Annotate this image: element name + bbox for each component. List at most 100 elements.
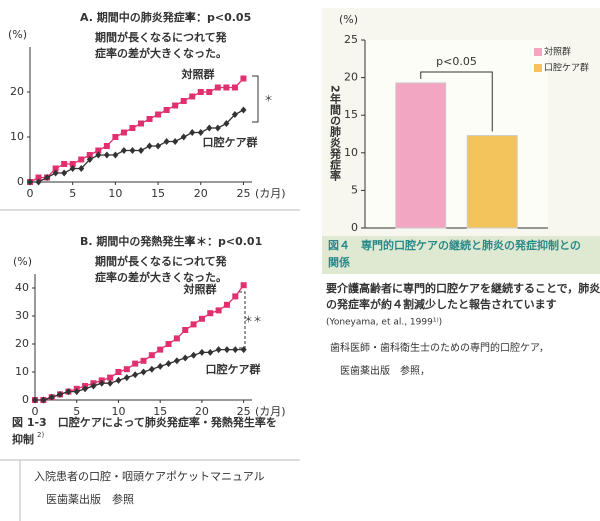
legend-swatch	[534, 64, 542, 72]
marker	[206, 89, 213, 95]
marker	[115, 369, 122, 375]
marker	[215, 346, 222, 354]
marker	[95, 151, 102, 159]
bar	[466, 135, 518, 229]
marker	[214, 84, 221, 91]
marker	[52, 169, 59, 177]
marker	[82, 385, 89, 393]
x-tick-label: 10	[111, 405, 125, 418]
marker	[35, 174, 42, 181]
marker	[198, 348, 205, 356]
figure-ref: 2)	[37, 431, 44, 439]
y-tick-label: 10	[344, 146, 358, 159]
y-unit: (%)	[13, 255, 32, 268]
chart-title: A. 期間中の肺炎発症率	[80, 10, 196, 24]
marker	[215, 307, 222, 314]
annotation: 症率の差が大きくなった。	[95, 270, 227, 284]
y-tick-label: 20	[10, 85, 24, 98]
marker	[120, 147, 127, 154]
marker	[189, 93, 196, 100]
legend-swatch	[534, 48, 542, 56]
marker	[223, 346, 230, 354]
y-tick-label: 25	[344, 33, 358, 46]
bracket	[420, 71, 493, 132]
marker	[129, 147, 136, 154]
series-label: 口腔ケア群	[203, 135, 258, 149]
marker	[180, 133, 187, 141]
y-tick-label: 30	[15, 309, 29, 322]
marker	[86, 152, 93, 158]
marker	[223, 84, 230, 91]
marker	[197, 89, 204, 95]
marker	[103, 151, 110, 159]
source: 歯科医師・歯科衛生士のための専門的口腔ケア，	[330, 341, 549, 354]
annotation: 期間が長くなるにつれて発	[95, 254, 228, 268]
marker	[112, 134, 119, 140]
bracket	[252, 75, 259, 123]
marker	[138, 147, 144, 154]
marker	[140, 357, 147, 364]
marker	[232, 346, 239, 354]
marker	[189, 129, 196, 136]
body-text: の発症率が約４割減少したと報告されています	[326, 297, 557, 311]
marker	[65, 388, 72, 396]
marker	[146, 142, 153, 150]
marker	[180, 98, 187, 104]
marker	[231, 84, 238, 91]
marker	[240, 75, 247, 82]
marker	[57, 390, 64, 398]
y-unit: (%)	[339, 13, 358, 26]
marker	[78, 165, 85, 172]
marker	[148, 352, 155, 359]
marker	[107, 379, 114, 387]
marker	[165, 360, 172, 368]
y-tick-label: 20	[15, 337, 29, 350]
marker	[223, 301, 230, 308]
marker	[61, 161, 68, 167]
x-tick-label: 25	[236, 187, 250, 200]
legend-label: 対照群	[544, 46, 571, 58]
x-tick-label: 5	[69, 187, 76, 200]
marker	[32, 396, 38, 404]
body-text: 要介護高齢者に専門的口腔ケアを継続することで，肺炎	[326, 281, 600, 295]
y-tick-label: 0	[351, 221, 358, 234]
marker	[132, 371, 139, 379]
figure-caption: 図 1-3 口腔ケアによって肺炎発症率・発熱発生率を	[12, 415, 277, 429]
x-tick-label: 20	[195, 405, 209, 418]
annotation: 症率の差が大きくなった。	[95, 46, 227, 60]
marker	[182, 354, 189, 362]
figure-caption: 抑制	[12, 432, 34, 446]
marker	[123, 366, 130, 373]
y-tick-label: 20	[344, 71, 358, 84]
marker	[103, 143, 110, 149]
annotation: 期間が長くなるにつれて発	[95, 30, 228, 44]
marker	[240, 346, 247, 354]
marker	[95, 147, 102, 154]
marker	[155, 142, 162, 150]
marker	[214, 124, 221, 132]
source: 医歯薬出版 参照，	[340, 364, 430, 377]
marker	[40, 396, 47, 404]
significance: ＊：p<0.05	[185, 11, 251, 24]
y-tick-label: 10	[10, 130, 24, 143]
source: 医歯薬出版 参照	[46, 492, 134, 506]
marker	[61, 169, 68, 177]
marker	[206, 124, 213, 132]
marker	[182, 327, 189, 333]
marker	[197, 129, 204, 136]
marker	[112, 151, 119, 159]
chart-title: B. 期間中の発熱発生率	[80, 234, 195, 248]
marker	[157, 346, 164, 353]
marker	[27, 178, 33, 186]
y-tick-label: 10	[15, 365, 29, 378]
x-tick-label: 20	[194, 187, 208, 200]
significance: ＊＊：p<0.01	[185, 235, 262, 248]
marker	[190, 351, 197, 359]
x-tick-label: 10	[108, 187, 122, 200]
marker	[140, 368, 147, 376]
marker	[240, 282, 247, 289]
x-tick-label: 5	[73, 405, 80, 418]
marker	[198, 315, 205, 322]
bracket	[239, 291, 246, 349]
